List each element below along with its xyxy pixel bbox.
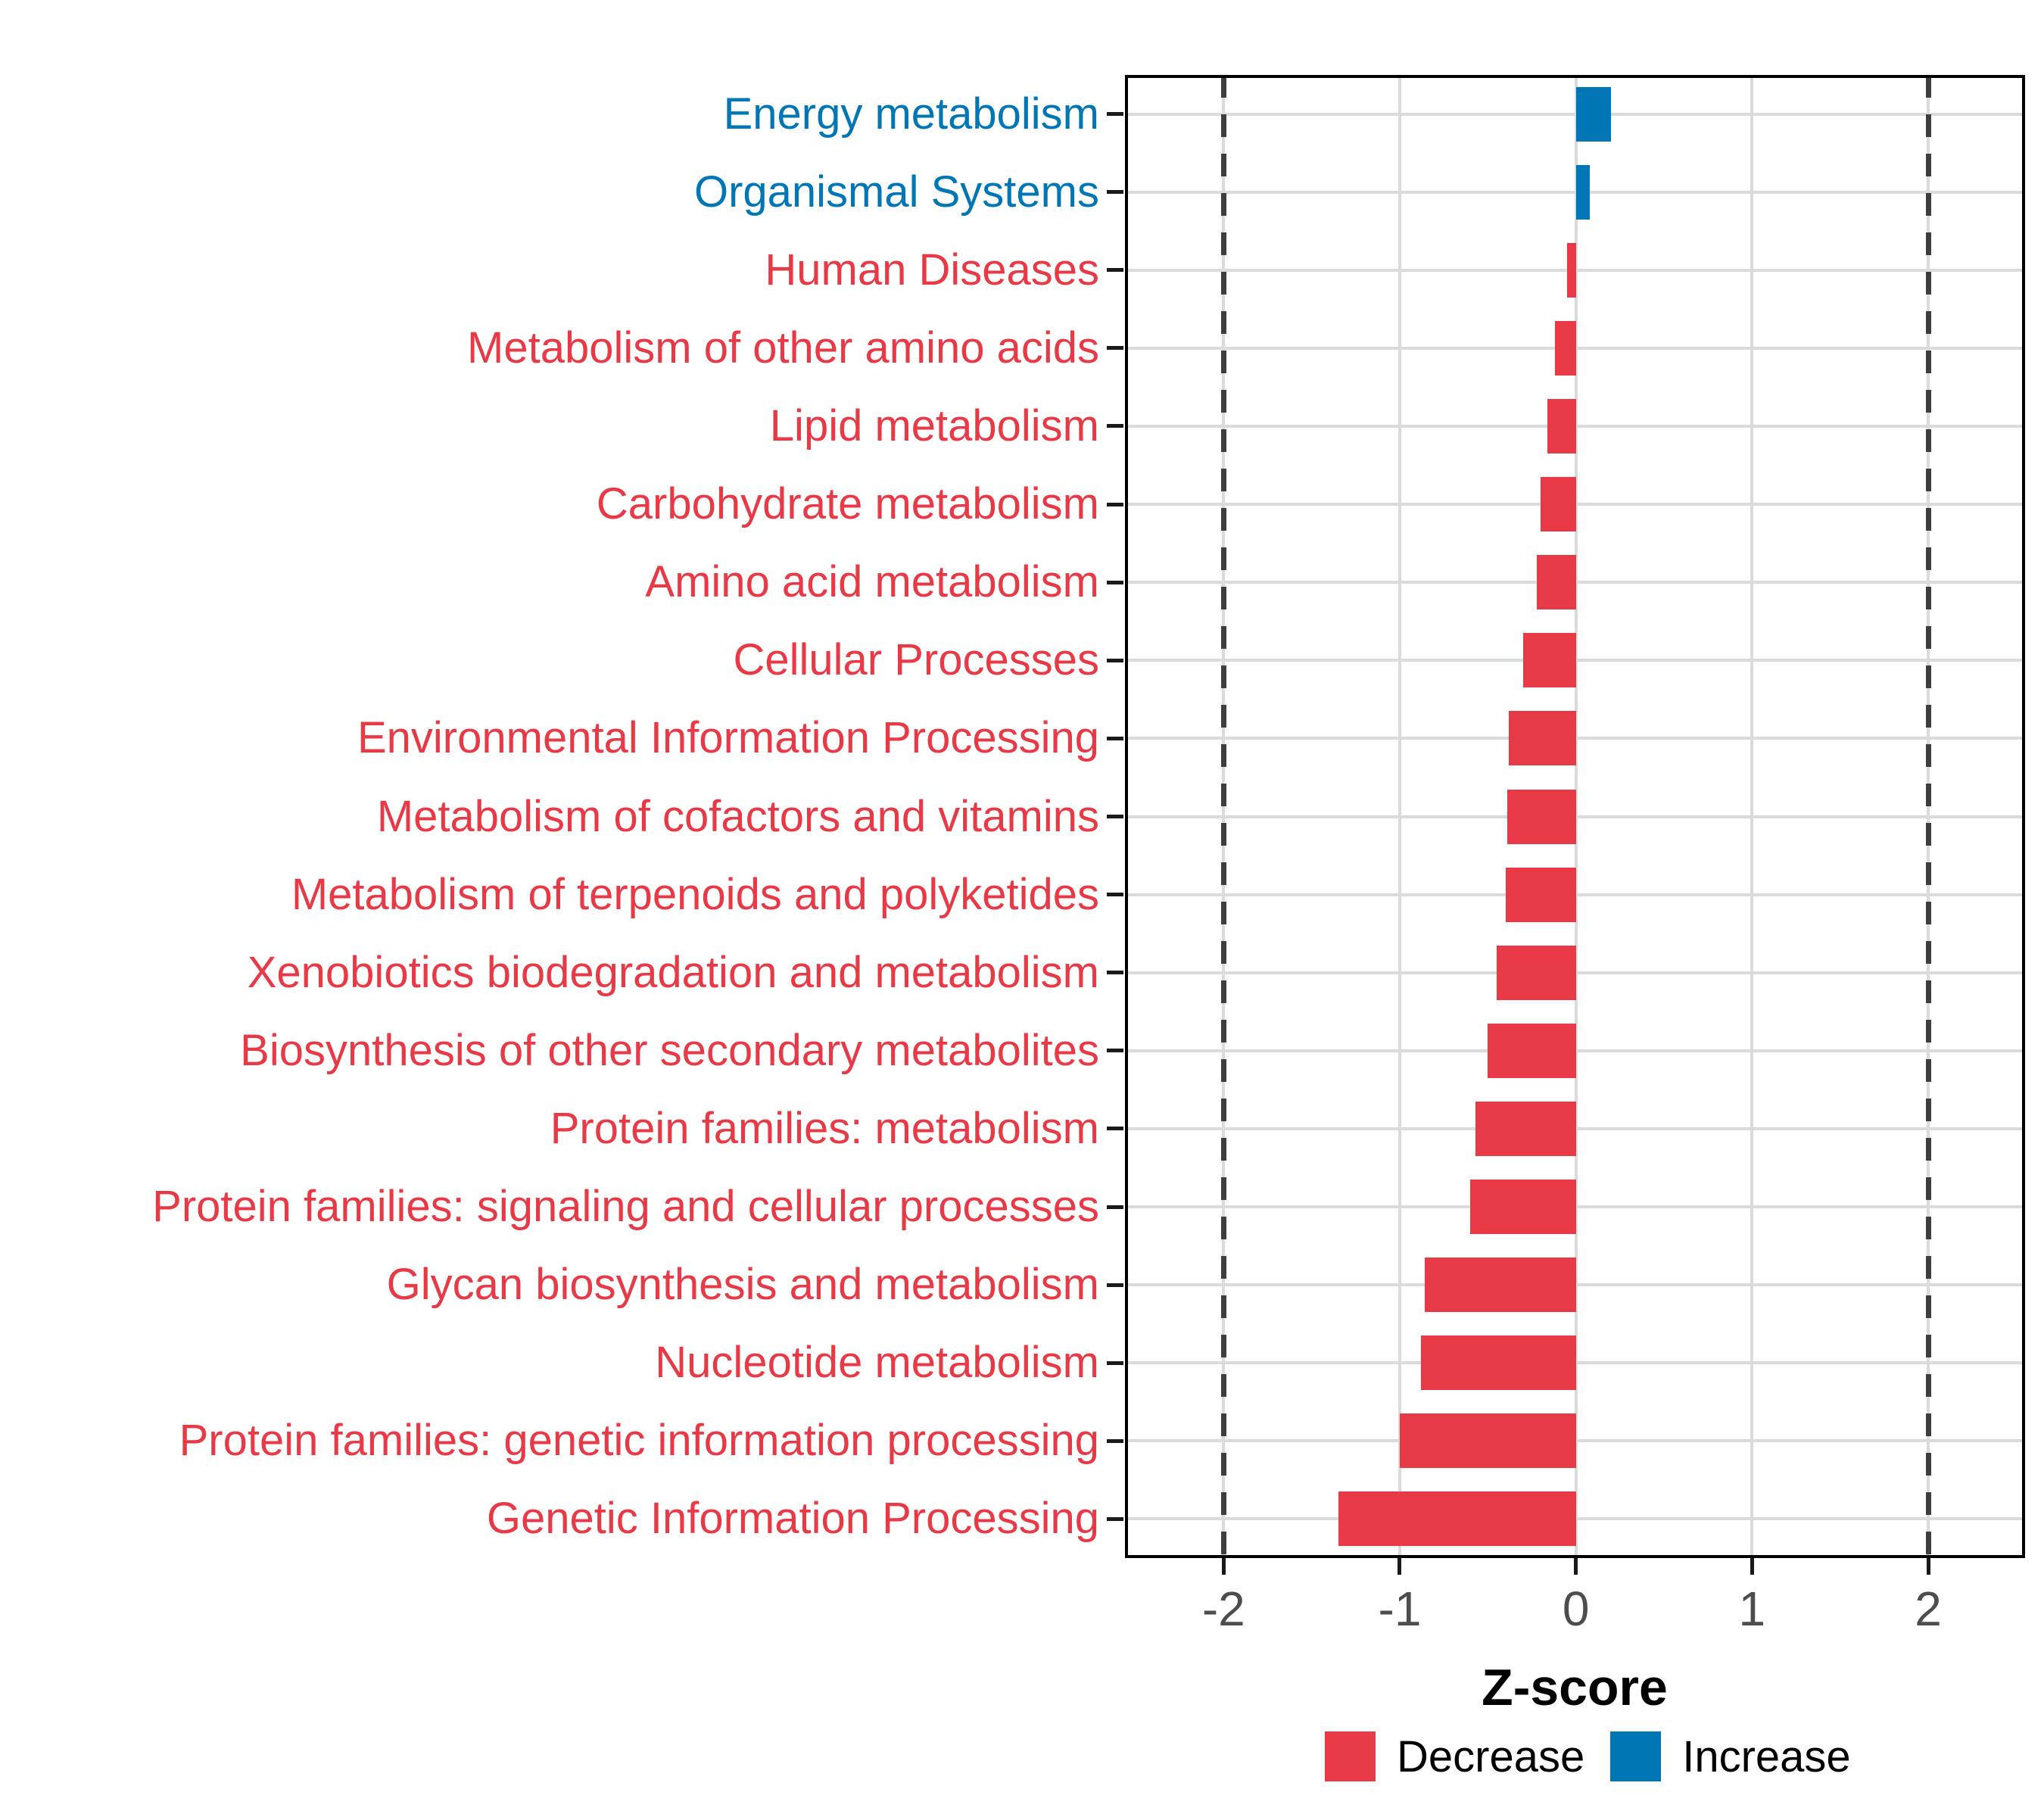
x-axis-tick-label: -1 <box>1378 1582 1422 1636</box>
bar <box>1488 1023 1576 1078</box>
legend-label-increase: Increase <box>1682 1731 1851 1781</box>
y-axis-tick <box>1107 580 1123 584</box>
legend-item-increase: Increase <box>1610 1731 1851 1782</box>
category-label: Environmental Information Processing <box>357 713 1099 763</box>
bar <box>1575 164 1591 220</box>
y-axis-labels: Energy metabolism Organismal Systems Human… <box>0 75 1099 1558</box>
category-label: Protein families: signaling and cellular… <box>152 1182 1099 1232</box>
y-axis-tick <box>1107 1127 1123 1131</box>
category-label: Xenobiotics biodegradation and metabolis… <box>247 947 1099 997</box>
y-axis-tick <box>1107 893 1123 897</box>
y-axis-tick <box>1107 1049 1123 1053</box>
y-axis-tick <box>1107 268 1123 273</box>
decrease-swatch-icon <box>1325 1731 1376 1781</box>
category-label: Lipid metabolism <box>769 400 1099 450</box>
bar <box>1470 1180 1576 1235</box>
bar <box>1399 1413 1576 1469</box>
x-axis-tick-label: 0 <box>1562 1582 1590 1636</box>
category-label: Metabolism of other amino acids <box>467 323 1099 372</box>
bar <box>1505 867 1576 922</box>
major-gridline-vertical <box>1574 75 1578 1558</box>
plot-panel <box>1125 75 2025 1558</box>
y-axis-tick <box>1107 1516 1123 1521</box>
major-gridline-vertical <box>1397 75 1401 1558</box>
y-axis-tick <box>1107 190 1123 195</box>
category-label: Biosynthesis of other secondary metaboli… <box>240 1025 1099 1075</box>
increase-swatch-icon <box>1610 1731 1662 1781</box>
category-label: Metabolism of cofactors and vitamins <box>376 791 1099 841</box>
category-label: Cellular Processes <box>733 635 1099 685</box>
y-axis-tick <box>1107 346 1123 351</box>
category-label: Glycan biosynthesis and metabolism <box>386 1260 1099 1310</box>
y-axis-tick <box>1107 736 1123 740</box>
y-axis-tick <box>1107 1360 1123 1365</box>
bar <box>1509 711 1576 766</box>
category-label: Amino acid metabolism <box>645 557 1099 607</box>
y-axis-tick <box>1107 971 1123 975</box>
x-axis-tick <box>1397 1558 1402 1575</box>
bar <box>1496 945 1576 1000</box>
bar <box>1575 86 1612 142</box>
x-axis-title: Z-score <box>1482 1659 1668 1716</box>
x-axis-tick <box>1574 1558 1578 1575</box>
bar <box>1475 1101 1576 1156</box>
y-axis-tick <box>1107 112 1123 117</box>
legend: Decrease Increase <box>1325 1726 1851 1787</box>
x-axis-tick <box>1750 1558 1754 1575</box>
y-axis-tick <box>1107 815 1123 818</box>
category-label: Nucleotide metabolism <box>655 1338 1099 1388</box>
category-label: Organismal Systems <box>693 167 1099 217</box>
category-label: Genetic Information Processing <box>486 1494 1099 1544</box>
y-axis-tick <box>1107 1438 1123 1443</box>
bar <box>1537 555 1576 610</box>
category-label: Protein families: genetic information pr… <box>179 1416 1099 1466</box>
category-label: Protein families: metabolism <box>550 1103 1099 1153</box>
bar <box>1507 789 1576 844</box>
bar <box>1554 320 1576 376</box>
x-axis-tick-label: 1 <box>1738 1582 1766 1636</box>
y-axis-tick <box>1107 1205 1123 1209</box>
category-label: Human Diseases <box>765 245 1099 295</box>
bar <box>1338 1491 1576 1547</box>
bar <box>1522 633 1576 688</box>
x-axis-tick-label: 2 <box>1915 1582 1942 1636</box>
y-axis-tick <box>1107 502 1123 506</box>
y-axis-tick <box>1107 658 1123 662</box>
legend-label-decrease: Decrease <box>1397 1731 1585 1781</box>
major-gridline-vertical <box>1750 75 1754 1558</box>
legend-item-decrease: Decrease <box>1325 1731 1584 1782</box>
bar <box>1424 1258 1576 1313</box>
x-axis-tick <box>1926 1558 1930 1575</box>
x-axis-tick-label: -2 <box>1201 1582 1245 1636</box>
y-axis-tick <box>1107 1282 1123 1287</box>
bar <box>1420 1335 1576 1391</box>
bar <box>1541 477 1576 532</box>
bar <box>1547 398 1576 453</box>
y-axis-tick <box>1107 424 1123 429</box>
x-axis-tick <box>1221 1558 1226 1575</box>
category-label: Carbohydrate metabolism <box>596 479 1099 529</box>
bar <box>1567 242 1576 298</box>
category-label: Energy metabolism <box>723 89 1099 139</box>
category-label: Metabolism of terpenoids and polyketides <box>291 869 1099 919</box>
dashed-reference-line <box>1925 75 1931 1558</box>
dashed-reference-line <box>1220 75 1226 1558</box>
